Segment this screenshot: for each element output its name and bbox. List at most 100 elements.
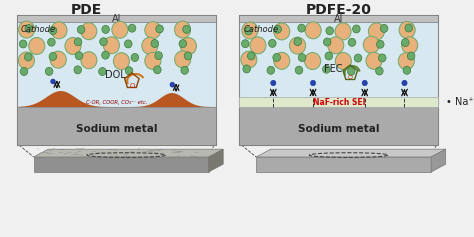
Circle shape — [174, 21, 191, 38]
Circle shape — [305, 22, 321, 39]
Circle shape — [323, 65, 330, 73]
Circle shape — [74, 38, 82, 46]
Bar — [17, 15, 216, 145]
Circle shape — [48, 38, 55, 46]
Circle shape — [353, 25, 360, 33]
Circle shape — [241, 40, 249, 48]
Circle shape — [274, 25, 282, 33]
Circle shape — [401, 37, 418, 54]
Circle shape — [77, 26, 85, 34]
Polygon shape — [34, 157, 209, 172]
Circle shape — [100, 38, 107, 46]
Circle shape — [323, 38, 331, 46]
Circle shape — [298, 54, 306, 62]
Circle shape — [378, 54, 386, 62]
Circle shape — [405, 24, 412, 32]
Polygon shape — [256, 149, 446, 157]
Circle shape — [75, 52, 83, 60]
Circle shape — [325, 52, 333, 60]
Circle shape — [328, 37, 344, 54]
Circle shape — [81, 52, 97, 69]
Text: DOL: DOL — [105, 70, 126, 80]
Circle shape — [51, 79, 55, 84]
Polygon shape — [209, 149, 223, 172]
Circle shape — [18, 21, 35, 38]
Circle shape — [103, 37, 119, 54]
Circle shape — [375, 67, 383, 75]
Circle shape — [102, 51, 109, 59]
Circle shape — [20, 68, 28, 75]
Bar — [239, 15, 438, 22]
Circle shape — [245, 27, 252, 35]
Bar — [239, 97, 438, 107]
Circle shape — [51, 22, 67, 39]
Circle shape — [81, 23, 97, 40]
Circle shape — [298, 24, 305, 32]
Circle shape — [363, 36, 379, 53]
Circle shape — [407, 52, 415, 60]
Circle shape — [368, 23, 384, 40]
Circle shape — [155, 52, 163, 60]
Circle shape — [156, 25, 164, 33]
Circle shape — [128, 24, 136, 32]
Circle shape — [305, 53, 321, 70]
Circle shape — [250, 37, 266, 54]
Circle shape — [49, 27, 57, 35]
Circle shape — [295, 66, 303, 74]
Circle shape — [402, 80, 407, 86]
Circle shape — [113, 53, 129, 70]
Text: C-OR, COOR, CO₃²⁻ etc.: C-OR, COOR, CO₃²⁻ etc. — [86, 100, 147, 105]
Text: • Na⁺: • Na⁺ — [446, 97, 474, 107]
Text: PDE: PDE — [71, 3, 102, 17]
Circle shape — [294, 38, 301, 46]
Circle shape — [376, 40, 384, 48]
Circle shape — [403, 66, 410, 74]
Polygon shape — [256, 157, 431, 172]
Circle shape — [125, 67, 133, 75]
Text: FEC: FEC — [324, 64, 342, 74]
Circle shape — [273, 54, 281, 61]
Circle shape — [273, 52, 290, 69]
Circle shape — [326, 27, 334, 35]
Circle shape — [398, 53, 414, 70]
Circle shape — [354, 54, 362, 62]
Circle shape — [174, 51, 191, 68]
Circle shape — [347, 67, 355, 75]
Circle shape — [181, 38, 196, 55]
Circle shape — [362, 80, 367, 86]
Circle shape — [170, 82, 174, 87]
Circle shape — [131, 54, 138, 62]
Text: Al: Al — [112, 14, 121, 23]
Circle shape — [335, 23, 351, 40]
Text: Al: Al — [334, 14, 344, 23]
Polygon shape — [431, 149, 446, 172]
Text: NaF-rich SEI: NaF-rich SEI — [313, 97, 365, 106]
Bar — [239, 15, 438, 145]
Text: Sodium metal: Sodium metal — [76, 124, 157, 134]
Circle shape — [242, 22, 258, 39]
Circle shape — [74, 66, 82, 74]
Circle shape — [267, 66, 274, 74]
Text: Cathode: Cathode — [21, 25, 56, 34]
Bar — [17, 15, 216, 22]
Text: Sodium metal: Sodium metal — [298, 124, 380, 134]
Circle shape — [125, 40, 132, 48]
Circle shape — [241, 51, 257, 68]
Circle shape — [399, 22, 415, 38]
Circle shape — [184, 52, 192, 60]
Circle shape — [183, 25, 190, 33]
Circle shape — [142, 37, 158, 54]
Circle shape — [46, 67, 53, 75]
Circle shape — [49, 52, 57, 60]
Text: O: O — [348, 75, 353, 80]
Circle shape — [99, 68, 106, 76]
Bar — [239, 107, 438, 145]
Text: PDFE-20: PDFE-20 — [306, 3, 372, 17]
Circle shape — [29, 37, 45, 55]
Circle shape — [145, 52, 161, 69]
Circle shape — [25, 24, 33, 32]
Circle shape — [50, 51, 66, 68]
Polygon shape — [34, 149, 223, 157]
Circle shape — [348, 38, 356, 46]
Circle shape — [401, 39, 409, 47]
